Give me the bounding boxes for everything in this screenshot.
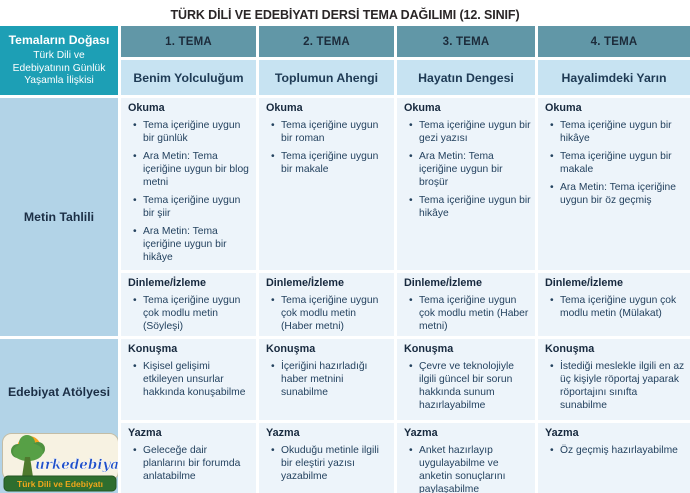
dinleme-list-theme-3: Tema içeriğine uygun çok modlu metin (Ha…: [404, 294, 531, 333]
konusma-heading: Konuşma: [266, 343, 316, 355]
list-item: Tema içeriğine uygun bir roman: [271, 119, 390, 145]
okuma-heading: Okuma: [545, 102, 582, 114]
konusma-list-theme-3: Çevre ve teknolojiyle ilgili güncel bir …: [404, 360, 531, 412]
left-header-title: Temaların Doğası: [8, 32, 110, 47]
logo-banner-text: Türk Dili ve Edebiyatı: [17, 479, 103, 489]
page-title: TÜRK DİLİ VE EDEBİYATI DERSİ TEMA DAĞILI…: [170, 8, 520, 22]
logo-tree-icon: [11, 435, 45, 477]
list-item: Ara Metin: Tema içeriğine uygun bir hikâ…: [133, 225, 252, 264]
row-header-edebiyat-atolyesi: Edebiyat Atölyesi urkedebiyati.org Türk …: [0, 339, 118, 493]
list-item: Tema içeriğine uygun çok modlu metin (Mü…: [550, 294, 686, 320]
list-item: Tema içeriğine uygun bir makale: [271, 150, 390, 176]
konusma-heading: Konuşma: [404, 343, 454, 355]
dinleme-cell-theme-3: Dinleme/İzleme Tema içeriğine uygun çok …: [397, 273, 535, 336]
list-item: Kişisel gelişimi etkileyen unsurlar hakk…: [133, 360, 252, 399]
dinleme-heading: Dinleme/İzleme: [266, 277, 345, 289]
konusma-heading: Konuşma: [128, 343, 178, 355]
dinleme-cell-theme-4: Dinleme/İzleme Tema içeriğine uygun çok …: [538, 273, 690, 336]
yazma-heading: Yazma: [545, 427, 579, 439]
yazma-cell-theme-2: Yazma Okuduğu metinle ilgili bir eleştir…: [259, 423, 394, 493]
dinleme-heading: Dinleme/İzleme: [545, 277, 624, 289]
list-item: Anket hazırlayıp uygulayabilme ve anketi…: [409, 444, 531, 493]
okuma-list-theme-3: Tema içeriğine uygun bir gezi yazısı Ara…: [404, 119, 531, 220]
theme-name-1: Benim Yolculuğum: [121, 60, 256, 95]
list-item: Tema içeriğine uygun bir gezi yazısı: [409, 119, 531, 145]
list-item: Tema içeriğine uygun bir hikâye: [409, 194, 531, 220]
column-header-tema-1: 1. TEMA: [121, 26, 256, 57]
okuma-cell-theme-3: Okuma Tema içeriğine uygun bir gezi yazı…: [397, 98, 535, 270]
list-item: Tema içeriğine uygun bir şiir: [133, 194, 252, 220]
turkedebiyati-logo[interactable]: urkedebiyati.org Türk Dili ve Edebiyatı: [2, 433, 118, 493]
yazma-cell-theme-1: Yazma Geleceğe dair planlarını bir forum…: [121, 423, 256, 493]
row-header-edebiyat-atolyesi-label: Edebiyat Atölyesi: [7, 385, 111, 399]
logo-site-text: urkedebiyati.org: [35, 457, 118, 473]
list-item: Okuduğu metinle ilgili bir eleştiri yazı…: [271, 444, 390, 483]
okuma-cell-theme-2: Okuma Tema içeriğine uygun bir roman Tem…: [259, 98, 394, 270]
yazma-list-theme-1: Geleceğe dair planlarını bir forumda anl…: [128, 444, 252, 483]
list-item: Ara Metin: Tema içeriğine uygun bir blog…: [133, 150, 252, 189]
okuma-heading: Okuma: [266, 102, 303, 114]
list-item: Öz geçmiş hazırlayabilme: [550, 444, 686, 457]
column-header-tema-3: 3. TEMA: [397, 26, 535, 57]
okuma-list-theme-1: Tema içeriğine uygun bir günlük Ara Meti…: [128, 119, 252, 265]
okuma-cell-theme-4: Okuma Tema içeriğine uygun bir hikâye Te…: [538, 98, 690, 270]
okuma-cell-theme-1: Okuma Tema içeriğine uygun bir günlük Ar…: [121, 98, 256, 270]
list-item: İçeriğini hazırladığı haber metnini suna…: [271, 360, 390, 399]
konusma-heading: Konuşma: [545, 343, 595, 355]
theme-name-2: Toplumun Ahengi: [259, 60, 394, 95]
dinleme-list-theme-1: Tema içeriğine uygun çok modlu metin (Sö…: [128, 294, 252, 333]
list-item: Ara Metin: Tema içeriğine uygun bir öz g…: [550, 181, 686, 207]
list-item: Ara Metin: Tema içeriğine uygun bir broş…: [409, 150, 531, 189]
yazma-heading: Yazma: [404, 427, 438, 439]
row-header-temalarin-dogasi: Temaların Doğası Türk Dili ve Edebiyatın…: [0, 26, 118, 95]
konusma-list-theme-4: İstediği meslekle ilgili en az üç kişiyl…: [545, 360, 686, 412]
konusma-cell-theme-3: Konuşma Çevre ve teknolojiyle ilgili gün…: [397, 339, 535, 420]
list-item: Tema içeriğine uygun bir makale: [550, 150, 686, 176]
yazma-heading: Yazma: [266, 427, 300, 439]
yazma-heading: Yazma: [128, 427, 162, 439]
list-item: Çevre ve teknolojiyle ilgili güncel bir …: [409, 360, 531, 412]
yazma-cell-theme-3: Yazma Anket hazırlayıp uygulayabilme ve …: [397, 423, 535, 493]
konusma-cell-theme-2: Konuşma İçeriğini hazırladığı haber metn…: [259, 339, 394, 420]
dinleme-cell-theme-1: Dinleme/İzleme Tema içeriğine uygun çok …: [121, 273, 256, 336]
list-item: Tema içeriğine uygun çok modlu metin (Ha…: [409, 294, 531, 333]
yazma-list-theme-4: Öz geçmiş hazırlayabilme: [545, 444, 686, 457]
list-item: Tema içeriğine uygun çok modlu metin (Sö…: [133, 294, 252, 333]
theme-name-4: Hayalimdeki Yarın: [538, 60, 690, 95]
dinleme-cell-theme-2: Dinleme/İzleme Tema içeriğine uygun çok …: [259, 273, 394, 336]
dinleme-list-theme-4: Tema içeriğine uygun çok modlu metin (Mü…: [545, 294, 686, 320]
konusma-list-theme-2: İçeriğini hazırladığı haber metnini suna…: [266, 360, 390, 399]
dinleme-heading: Dinleme/İzleme: [128, 277, 207, 289]
okuma-heading: Okuma: [404, 102, 441, 114]
list-item: Tema içeriğine uygun çok modlu metin (Ha…: [271, 294, 390, 333]
okuma-list-theme-4: Tema içeriğine uygun bir hikâye Tema içe…: [545, 119, 686, 207]
yazma-cell-theme-4: Yazma Öz geçmiş hazırlayabilme: [538, 423, 690, 493]
okuma-list-theme-2: Tema içeriğine uygun bir roman Tema içer…: [266, 119, 390, 176]
dinleme-heading: Dinleme/İzleme: [404, 277, 483, 289]
list-item: Tema içeriğine uygun bir günlük: [133, 119, 252, 145]
list-item: Tema içeriğine uygun bir hikâye: [550, 119, 686, 145]
konusma-cell-theme-4: Konuşma İstediği meslekle ilgili en az ü…: [538, 339, 690, 420]
dinleme-list-theme-2: Tema içeriğine uygun çok modlu metin (Ha…: [266, 294, 390, 333]
konusma-list-theme-1: Kişisel gelişimi etkileyen unsurlar hakk…: [128, 360, 252, 399]
list-item: Geleceğe dair planlarını bir forumda anl…: [133, 444, 252, 483]
row-header-metin-tahlili: Metin Tahlili: [0, 98, 118, 336]
column-header-tema-4: 4. TEMA: [538, 26, 690, 57]
yazma-list-theme-2: Okuduğu metinle ilgili bir eleştiri yazı…: [266, 444, 390, 483]
theme-name-3: Hayatın Dengesi: [397, 60, 535, 95]
list-item: İstediği meslekle ilgili en az üç kişiyl…: [550, 360, 686, 412]
left-header-subtitle: Türk Dili ve Edebiyatının Günlük Yaşamla…: [12, 49, 106, 87]
okuma-heading: Okuma: [128, 102, 165, 114]
konusma-cell-theme-1: Konuşma Kişisel gelişimi etkileyen unsur…: [121, 339, 256, 420]
theme-table: Temaların Doğası Türk Dili ve Edebiyatın…: [0, 26, 690, 493]
yazma-list-theme-3: Anket hazırlayıp uygulayabilme ve anketi…: [404, 444, 531, 493]
column-header-tema-2: 2. TEMA: [259, 26, 394, 57]
row-header-metin-tahlili-label: Metin Tahlili: [23, 210, 95, 224]
